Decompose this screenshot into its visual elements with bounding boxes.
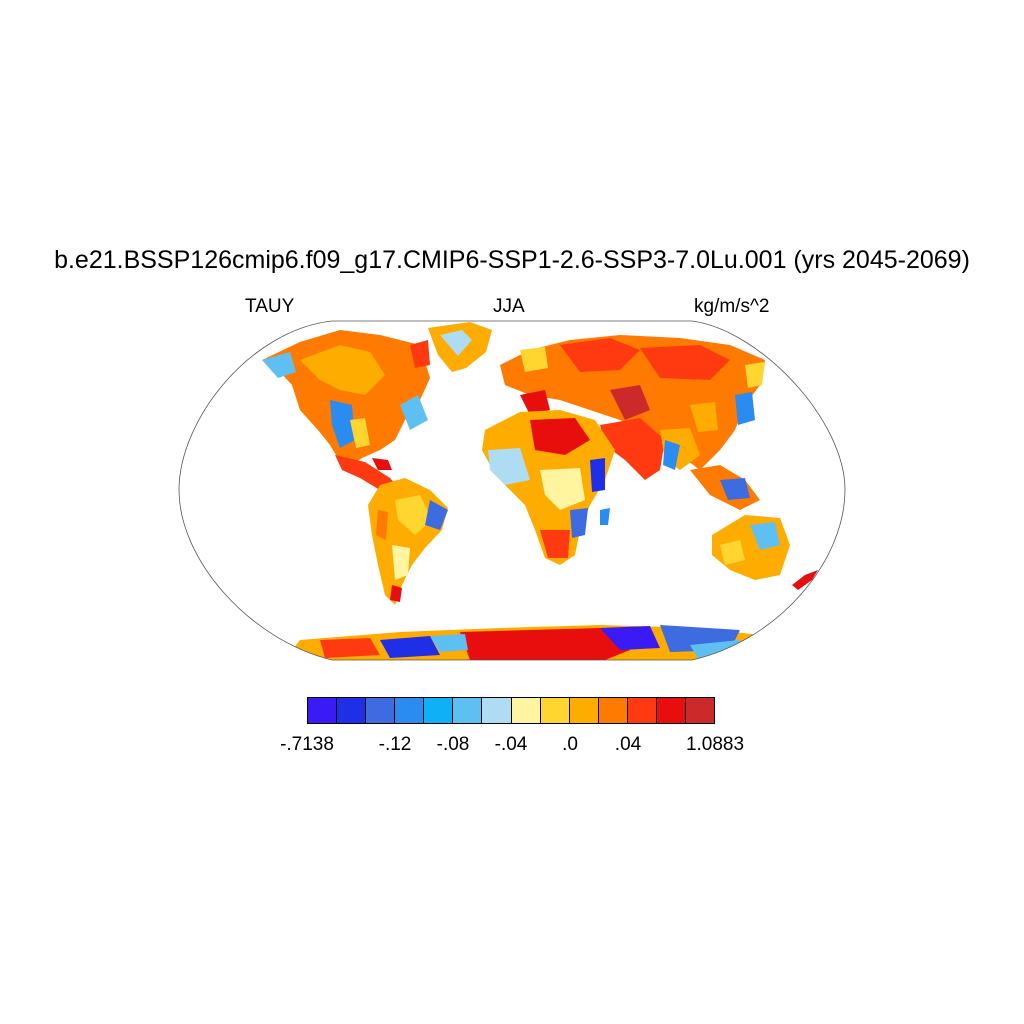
- units-label: kg/m/s^2: [694, 296, 770, 317]
- colorbar-swatch: [366, 698, 396, 723]
- colorbar-swatch: [569, 698, 599, 723]
- colorbar-swatch: [686, 698, 715, 723]
- variable-label: TAUY: [245, 296, 295, 317]
- south-america-region: [368, 478, 448, 605]
- colorbar-swatch: [482, 698, 512, 723]
- colorbar-tick-label: -.08: [436, 734, 470, 755]
- colorbar-swatch: [656, 698, 687, 723]
- colorbar-tick-label: .0: [562, 734, 578, 755]
- central-america-region: [335, 455, 396, 490]
- colorbar-swatch: [540, 698, 570, 723]
- colorbar-tick-label: -.12: [378, 734, 412, 755]
- colorbar-swatch: [598, 698, 628, 723]
- colorbar-swatch: [308, 698, 338, 723]
- colorbar-swatch: [395, 698, 425, 723]
- plot-title: b.e21.BSSP126cmip6.f09_g17.CMIP6-SSP1-2.…: [54, 246, 970, 274]
- colorbar-swatch: [453, 698, 483, 723]
- north-america-region: [262, 330, 430, 470]
- colorbar-tick-label: .04: [614, 734, 642, 755]
- colorbar-tick-label: -.7138: [280, 734, 334, 755]
- colorbar-swatch: [424, 698, 454, 723]
- map-border: [178, 320, 846, 661]
- colorbar: [307, 697, 715, 724]
- season-label: JJA: [493, 296, 525, 317]
- colorbar-swatch: [627, 698, 657, 723]
- colorbar-swatch: [511, 698, 541, 723]
- colorbar-tick-label: -.04: [494, 734, 528, 755]
- colorbar-tick-label: 1.0883: [685, 734, 745, 755]
- colorbar-swatch: [337, 698, 367, 723]
